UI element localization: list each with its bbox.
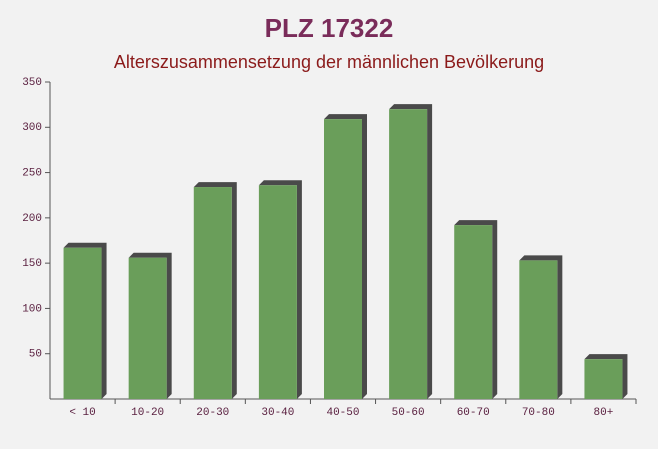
bar-depth xyxy=(193,182,237,399)
x-tick-label: 10-20 xyxy=(131,407,164,419)
bar xyxy=(63,247,102,399)
bar xyxy=(389,109,428,400)
bar xyxy=(128,257,167,399)
y-tick-label: 50 xyxy=(29,349,42,361)
x-tick-label: < 10 xyxy=(69,407,95,419)
bar-depth xyxy=(454,220,498,399)
x-tick-label: 20-30 xyxy=(196,407,229,419)
x-tick-label: 50-60 xyxy=(392,407,425,419)
bar-depth xyxy=(324,114,367,400)
x-tick-label: 60-70 xyxy=(457,407,490,419)
x-tick-label: 40-50 xyxy=(326,407,359,419)
y-tick-label: 350 xyxy=(22,77,42,89)
y-tick-label: 300 xyxy=(22,122,42,134)
y-tick-label: 200 xyxy=(22,213,42,225)
chart-subtitle: Alterszusammensetzung der männlichen Bev… xyxy=(114,52,544,72)
bar xyxy=(193,187,232,399)
bar xyxy=(324,119,362,400)
bar-depth xyxy=(519,255,563,399)
bar-depth xyxy=(584,354,628,399)
x-tick-label: 30-40 xyxy=(261,407,294,419)
bar xyxy=(258,185,297,399)
x-tick-label: 70-80 xyxy=(522,407,555,419)
bar xyxy=(584,359,623,399)
bar-depth xyxy=(258,180,302,399)
chart-title: PLZ 17322 xyxy=(265,13,394,43)
bar-depth xyxy=(389,104,433,400)
y-tick-label: 150 xyxy=(22,258,42,270)
bar xyxy=(454,225,493,399)
bar-depth xyxy=(128,252,172,399)
y-tick-label: 100 xyxy=(22,303,42,315)
bar xyxy=(519,260,558,399)
y-tick-label: 250 xyxy=(22,167,42,179)
bar-depth xyxy=(63,242,107,399)
x-tick-label: 80+ xyxy=(594,407,614,419)
